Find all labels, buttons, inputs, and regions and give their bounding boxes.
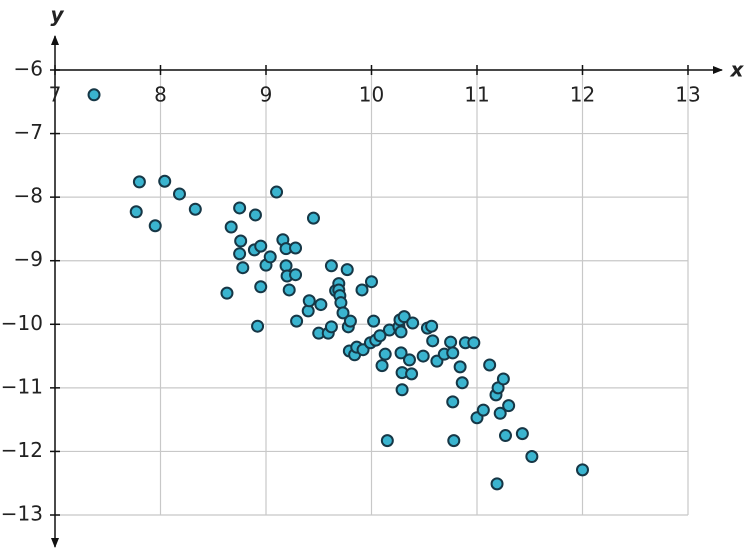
point [172, 187, 186, 201]
point [397, 310, 411, 324]
point [254, 239, 268, 253]
y-axis-label: y [50, 3, 64, 27]
point [289, 241, 303, 255]
point [402, 353, 416, 367]
point [502, 399, 516, 413]
point [394, 325, 408, 339]
point [251, 319, 265, 333]
y-tick-label: −9 [14, 247, 43, 271]
y-tick-label: −12 [1, 438, 43, 462]
point [355, 283, 369, 297]
point [87, 88, 101, 102]
point [490, 477, 504, 491]
point [394, 346, 408, 360]
point [302, 294, 316, 308]
point [188, 202, 202, 216]
x-tick-label: 13 [675, 83, 700, 107]
x-tick-label: 9 [260, 83, 273, 107]
y-tick-label: −10 [1, 311, 43, 335]
point [525, 450, 539, 464]
point [367, 314, 381, 328]
x-axis-label: x [730, 58, 745, 82]
point [515, 427, 529, 441]
point [444, 335, 458, 349]
point [224, 220, 238, 234]
point [455, 376, 469, 390]
point [425, 319, 439, 333]
point [289, 268, 303, 282]
point [446, 346, 460, 360]
y-tick-label: −6 [14, 57, 43, 81]
point [426, 334, 440, 348]
point [483, 358, 497, 372]
point [270, 185, 284, 199]
point [282, 283, 296, 297]
y-tick-label: −11 [1, 374, 43, 398]
point [446, 395, 460, 409]
x-tick-label: 8 [154, 83, 167, 107]
point [148, 219, 162, 233]
x-tick-label: 12 [570, 83, 595, 107]
point [290, 314, 304, 328]
point [334, 296, 348, 310]
point [467, 336, 481, 350]
point [254, 280, 268, 294]
y-tick-label: −8 [14, 184, 43, 208]
point [158, 174, 172, 188]
point [498, 429, 512, 443]
point [324, 320, 338, 334]
point [236, 261, 250, 275]
x-tick-label: 11 [464, 83, 489, 107]
point [336, 306, 350, 320]
x-tick-label: 7 [49, 83, 62, 107]
point [453, 360, 467, 374]
point [576, 463, 589, 477]
point [132, 175, 146, 189]
point [248, 208, 262, 222]
y-tick-label: −7 [14, 120, 43, 144]
point [234, 234, 248, 248]
point [406, 316, 420, 330]
point [416, 349, 430, 363]
point [220, 286, 234, 300]
point [373, 329, 387, 343]
point [493, 406, 507, 420]
point [324, 259, 338, 273]
point [476, 403, 490, 417]
point [233, 247, 247, 261]
point [375, 359, 389, 373]
point [340, 263, 354, 277]
point [447, 434, 461, 448]
point [343, 314, 357, 328]
point [233, 201, 247, 215]
y-tick-label: −13 [1, 502, 43, 526]
point [306, 211, 320, 225]
point [496, 372, 510, 386]
point [263, 250, 277, 264]
point [314, 298, 328, 312]
point [395, 383, 409, 397]
point [378, 347, 392, 361]
point [380, 434, 394, 448]
point [129, 205, 143, 219]
point [405, 367, 419, 381]
x-tick-label: 10 [359, 83, 384, 107]
point [365, 275, 378, 289]
